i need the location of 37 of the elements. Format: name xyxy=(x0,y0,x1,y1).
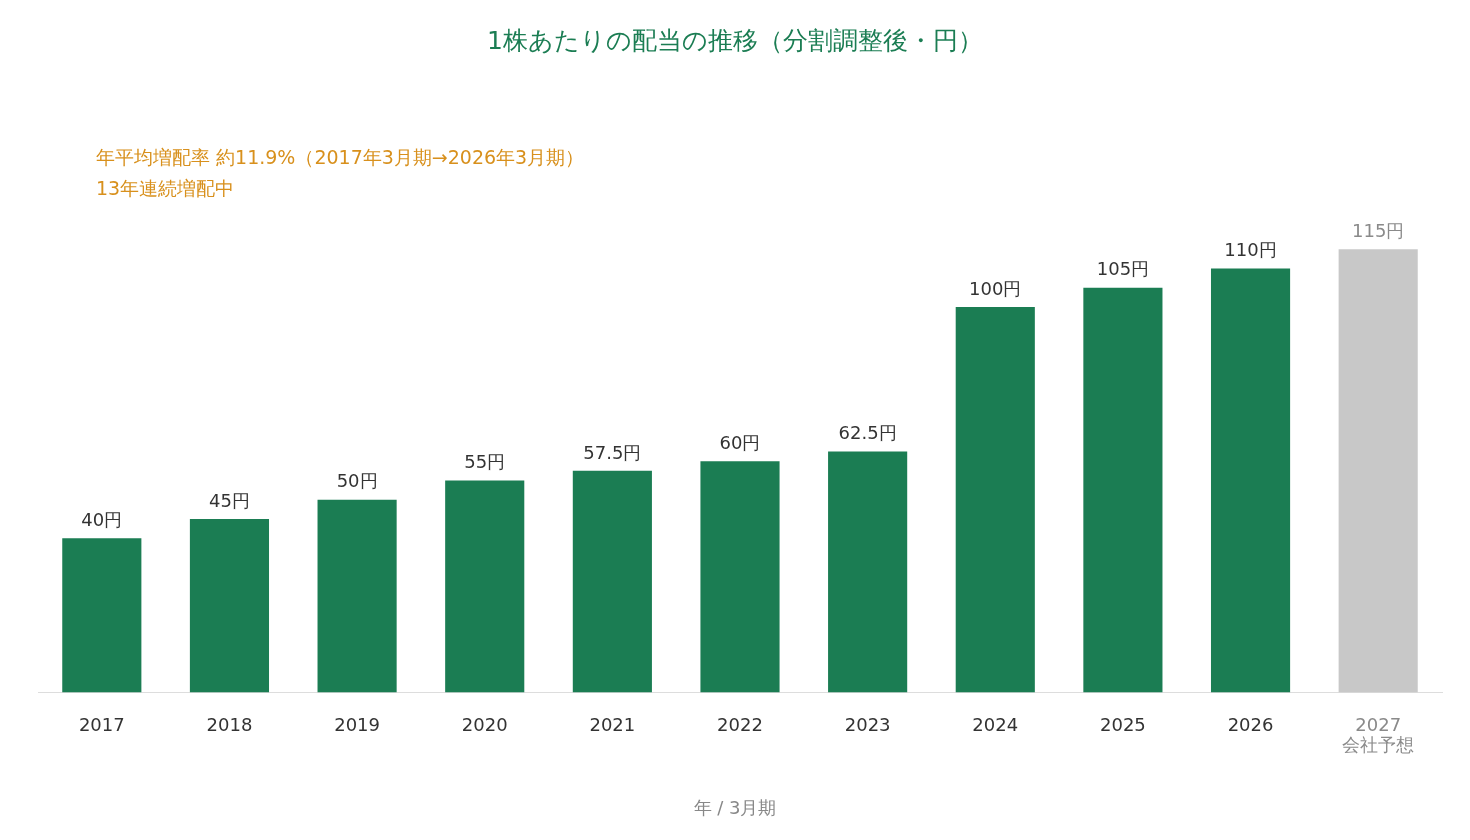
bar xyxy=(572,470,652,693)
data-label: 105円 xyxy=(1096,258,1150,280)
data-label: 55円 xyxy=(464,451,506,473)
bar xyxy=(1338,249,1418,693)
data-label: 62.5円 xyxy=(838,422,897,444)
bar xyxy=(1210,268,1291,693)
x-tick-label: 2021 xyxy=(589,713,636,735)
bar xyxy=(445,480,525,693)
x-tick-label: 2026 xyxy=(1227,713,1274,735)
x-tick-label: 2023 xyxy=(844,713,891,735)
x-tick-label: 2018 xyxy=(206,713,253,735)
x-tick-label: 2027 会社予想 xyxy=(1342,713,1415,755)
data-label: 115円 xyxy=(1352,219,1405,241)
chart-title: 1株あたりの配当の推移（分割調整後・円） xyxy=(486,25,984,57)
bar xyxy=(828,451,908,693)
x-tick-label: 2020 xyxy=(461,713,508,735)
bar xyxy=(317,499,397,693)
text: 13年連続増配中 xyxy=(96,176,236,201)
bar xyxy=(955,307,1035,693)
bar xyxy=(700,461,780,693)
bar xyxy=(62,538,142,693)
data-label: 100円 xyxy=(969,277,1022,299)
x-tick-label: 2019 xyxy=(334,713,380,735)
data-label: 57.5円 xyxy=(583,441,642,463)
x-tick-label: 2024 xyxy=(972,713,1019,735)
x-tick-label: 2022 xyxy=(717,713,763,735)
data-label: 50円 xyxy=(336,470,378,492)
x-axis-title: 年 / 3月期 xyxy=(692,796,778,820)
data-label: 45円 xyxy=(209,489,250,511)
text: 年平均増配率 約11.9%（2017年3月期→2026年3月期） xyxy=(96,145,585,170)
bar xyxy=(189,519,270,693)
x-tick-label: 2025 xyxy=(1100,713,1146,735)
bar xyxy=(1083,287,1163,693)
data-label: 110円 xyxy=(1224,239,1277,261)
x-tick-label: 2017 xyxy=(78,713,125,735)
data-label: 60円 xyxy=(719,431,761,453)
data-label: 40円 xyxy=(81,508,123,530)
